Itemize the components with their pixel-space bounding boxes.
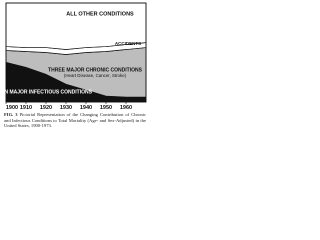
- x-tick-label: 1950: [100, 105, 112, 111]
- plot-frame: [5, 2, 147, 103]
- x-tick-label: 1930: [60, 105, 72, 111]
- chart: ELEVEN MAJOR INFECTIOUS CONDITIONS THREE …: [0, 2, 147, 111]
- caption: FIG. 3 Pictorial Representation of the C…: [4, 112, 146, 129]
- caption-label: FIG. 3: [4, 112, 18, 117]
- series-note: (Heart Disease, Cancer, Stroke): [64, 73, 127, 78]
- x-tick-label: 1940: [80, 105, 92, 111]
- series-label: ACCIDENTS: [115, 41, 141, 46]
- caption-text: Pictorial Representation of the Changing…: [4, 112, 146, 129]
- x-tick-label: 1910: [20, 105, 32, 111]
- series-label: ALL OTHER CONDITIONS: [66, 11, 134, 17]
- series-label: THREE MAJOR CHRONIC CONDITIONS: [48, 67, 143, 73]
- page: ELEVEN MAJOR INFECTIOUS CONDITIONS THREE …: [0, 0, 150, 150]
- series-label: ELEVEN MAJOR INFECTIOUS CONDITIONS: [0, 89, 93, 95]
- x-tick-label: 1900: [6, 105, 18, 111]
- x-tick-label: 1920: [40, 105, 52, 111]
- x-tick-label: 1960: [120, 105, 132, 111]
